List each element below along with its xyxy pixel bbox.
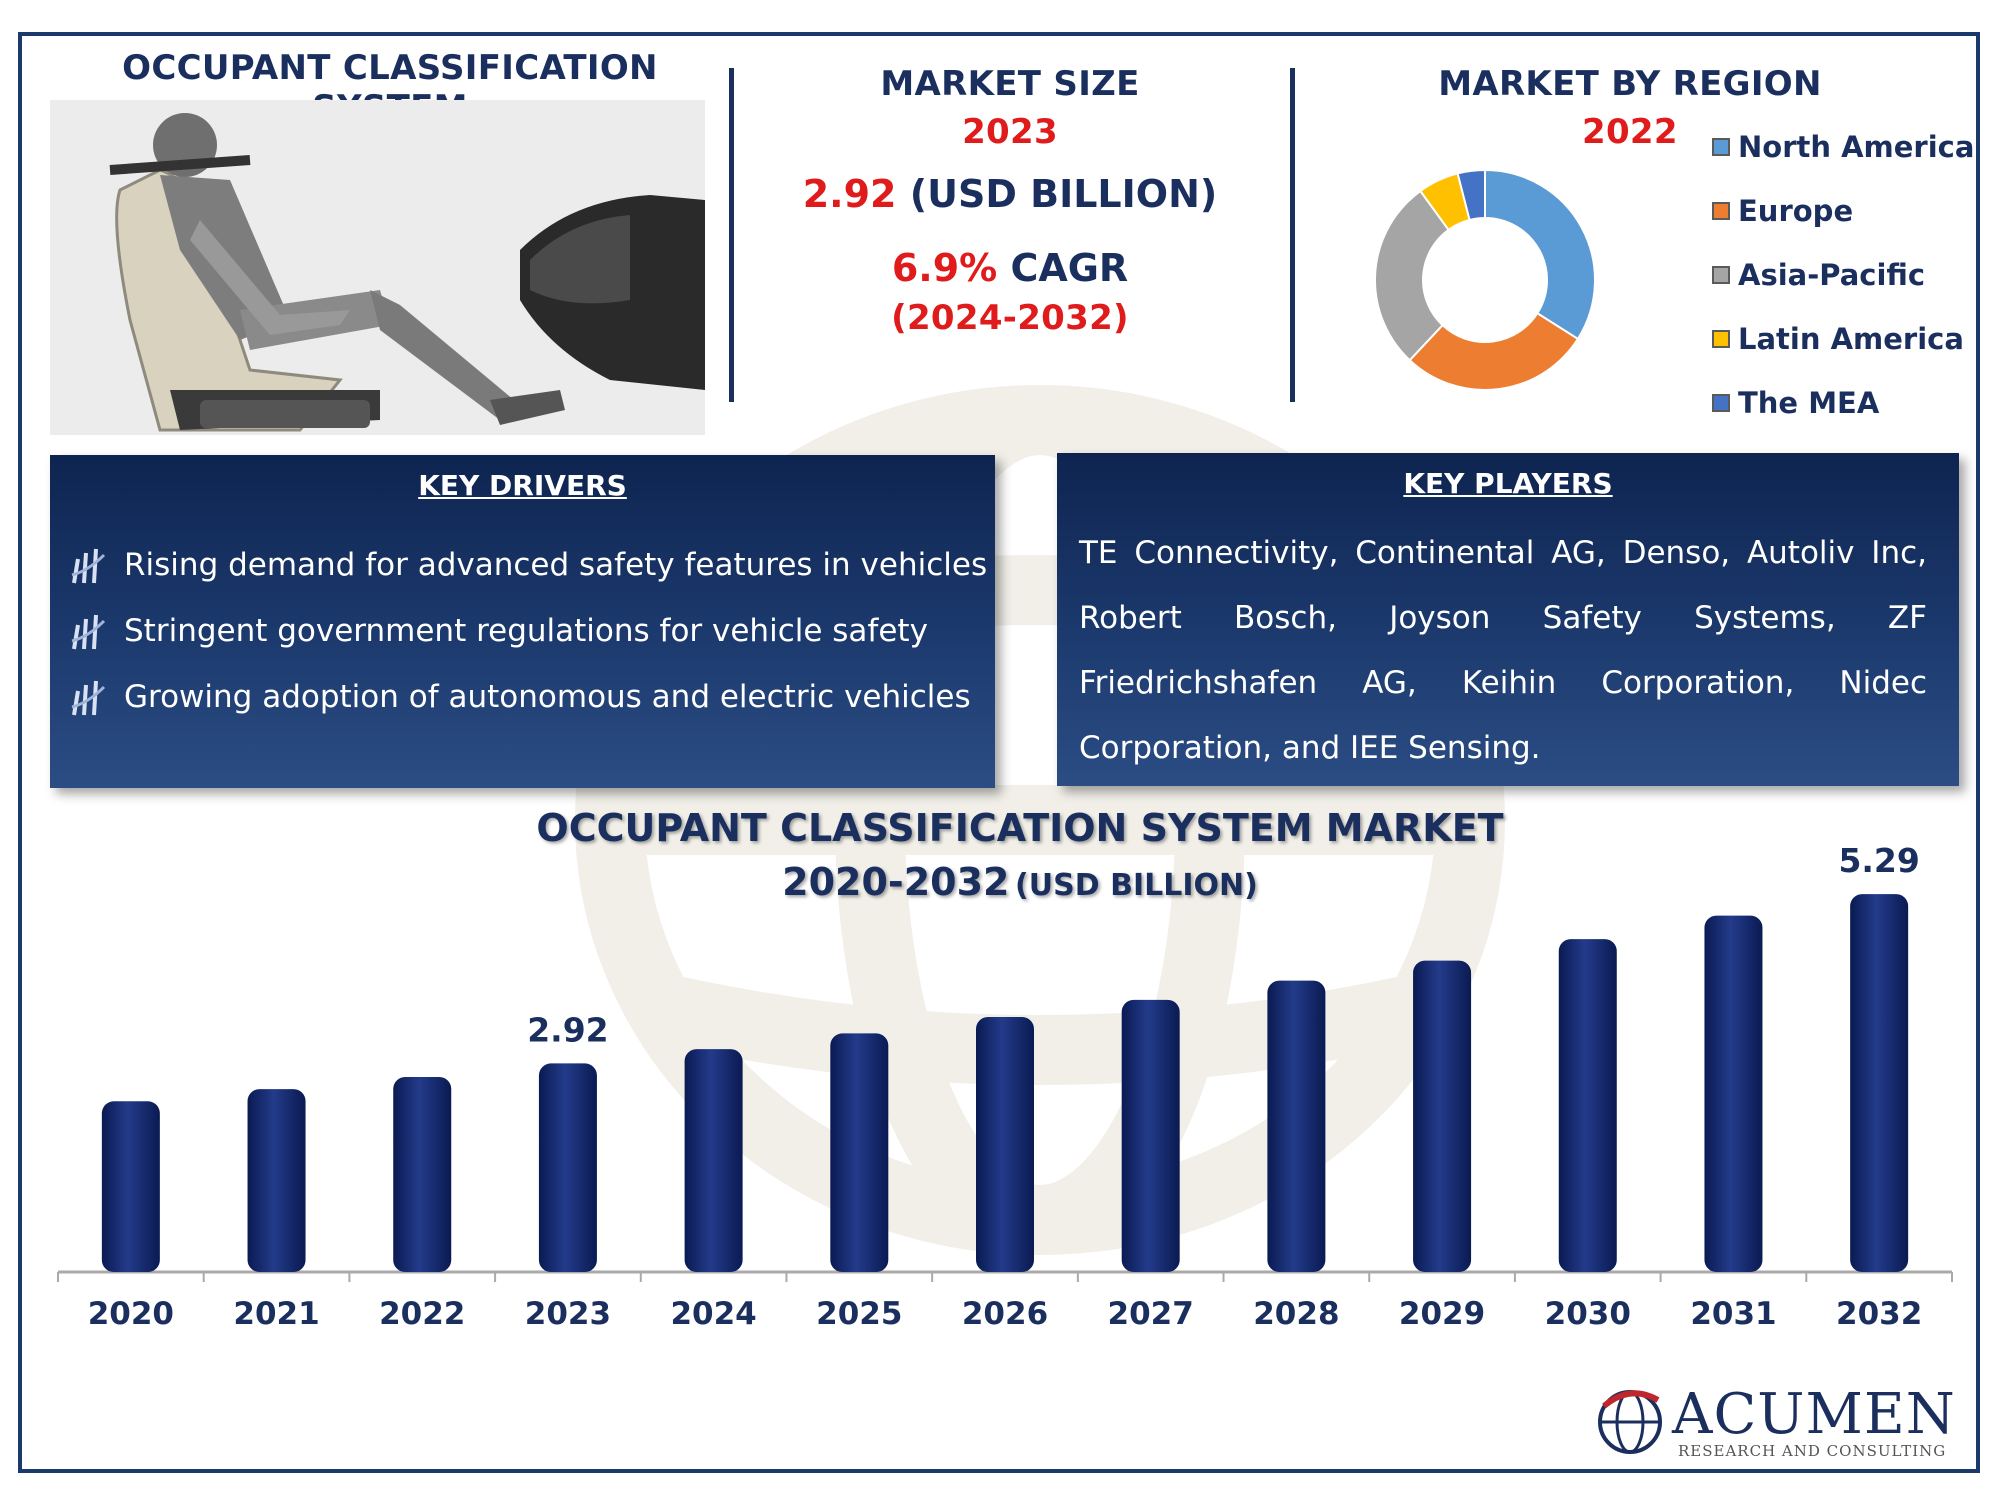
x-tick-label: 2030 (1545, 1296, 1631, 1332)
legend-item: Europe (1712, 194, 1853, 228)
bar-2031 (1704, 915, 1763, 1272)
bar-2020 (101, 1101, 160, 1272)
donut-slice-the-mea (1456, 168, 1486, 222)
donut-slice-asia-pacific (1374, 189, 1450, 362)
legend-item: Latin America (1712, 322, 1964, 356)
x-tick-label: 2026 (962, 1296, 1048, 1332)
acumen-logo-name: ACUMEN (1672, 1382, 1956, 1447)
x-tick-label: 2023 (525, 1296, 611, 1332)
legend-label: North America (1738, 130, 1975, 164)
bar-data-label: 2.92 (527, 1010, 608, 1049)
key-players-text: TE Connectivity, Continental AG, Denso, … (1079, 535, 1927, 766)
cagr-label: CAGR (1010, 246, 1129, 290)
legend-swatch (1712, 202, 1730, 220)
divider-right (1290, 68, 1295, 402)
bar-data-label: 5.29 (1838, 841, 1919, 880)
x-tick-label: 2031 (1690, 1296, 1776, 1332)
x-tick-label: 2027 (1108, 1296, 1194, 1332)
cagr-period: (2024-2032) (891, 298, 1129, 338)
driver-item: Rising demand for advanced safety featur… (70, 545, 987, 585)
bar-2022 (393, 1077, 452, 1272)
key-drivers-panel: KEY DRIVERS Rising demand for advanced s… (50, 455, 995, 788)
x-tick-label: 2021 (233, 1296, 319, 1332)
outer-frame (18, 32, 1980, 1473)
bar-2027 (1121, 999, 1180, 1272)
legend-swatch (1712, 330, 1730, 348)
bar-2025 (830, 1033, 889, 1272)
key-drivers-title: KEY DRIVERS (418, 469, 627, 502)
legend-item: Asia-Pacific (1712, 258, 1925, 292)
product-image (50, 100, 705, 435)
region-year: 2022 (1582, 112, 1678, 152)
donut-slice-europe (1408, 311, 1580, 391)
bar-2030 (1558, 939, 1617, 1272)
crash-dummy-illustration (109, 113, 705, 432)
driver-text: Rising demand for advanced safety featur… (124, 547, 988, 583)
market-bar-chart: 2020 2021 2022 2023 2024 2025 2026 2027 2028 2029… (57, 841, 1953, 1332)
bar-growth-icon (71, 614, 106, 650)
acumen-logo: ACUMEN RESEARCH AND CONSULTING (1590, 1380, 1955, 1460)
legend-swatch (1712, 394, 1730, 412)
market-size-year: 2023 (962, 112, 1058, 152)
market-size-title: MARKET SIZE (880, 64, 1140, 104)
bar-2026 (976, 1017, 1034, 1272)
legend-item: North America (1712, 130, 1974, 164)
region-donut-chart (1374, 168, 1596, 391)
key-players-panel: KEY PLAYERS TE Connectivity, Continental… (1057, 453, 1959, 786)
legend-label: Europe (1738, 194, 1854, 228)
acumen-globe-logo-icon (1598, 1390, 1662, 1454)
bar-2024 (684, 1049, 743, 1272)
acumen-logo-tagline: RESEARCH AND CONSULTING (1678, 1442, 1947, 1460)
bar-growth-icon (71, 680, 106, 716)
legend-label: Asia-Pacific (1738, 258, 1926, 292)
legend-swatch (1712, 266, 1730, 284)
x-tick-label: 2022 (379, 1296, 465, 1332)
chart-title-unit: (USD BILLION) (1015, 868, 1258, 903)
x-tick-label: 2025 (816, 1296, 902, 1332)
market-size-unit: (USD BILLION) (909, 172, 1218, 216)
donut-slice-north-america (1484, 168, 1596, 341)
legend-label: Latin America (1738, 322, 1964, 356)
market-size-value-line: 2.92 (USD BILLION) (740, 172, 1280, 216)
bar-2021 (247, 1089, 306, 1272)
bar-2028 (1267, 980, 1326, 1272)
bar-2023 (538, 1063, 597, 1272)
cagr-line: 6.9% CAGR (740, 246, 1280, 290)
x-tick-label: 2028 (1253, 1296, 1339, 1332)
chart-title-line2: 2020-2032 (USD BILLION) (480, 860, 1560, 904)
x-tick-label: 2029 (1399, 1296, 1485, 1332)
key-players-title: KEY PLAYERS (1403, 467, 1613, 500)
driver-item: Growing adoption of autonomous and elect… (70, 677, 971, 717)
driver-text: Stringent government regulations for veh… (124, 613, 928, 649)
bar-2032 (1850, 894, 1909, 1272)
chart-title-line1: OCCUPANT CLASSIFICATION SYSTEM MARKET (536, 806, 1504, 850)
x-tick-label: 2024 (670, 1296, 756, 1332)
legend-swatch (1712, 138, 1730, 156)
x-tick-label: 2032 (1836, 1296, 1922, 1332)
divider-left (729, 68, 734, 402)
bar-growth-icon (71, 548, 106, 584)
cagr-value: 6.9% (891, 246, 998, 290)
legend-item: The MEA (1712, 386, 1879, 420)
legend-label: The MEA (1738, 386, 1880, 420)
bar-2029 (1413, 960, 1472, 1272)
chart-title-period: 2020-2032 (782, 860, 1010, 904)
region-title: MARKET BY REGION (1438, 64, 1822, 104)
driver-item: Stringent government regulations for veh… (70, 611, 928, 651)
market-size-value: 2.92 (802, 172, 897, 216)
x-tick-label: 2020 (88, 1296, 174, 1332)
driver-text: Growing adoption of autonomous and elect… (124, 679, 971, 715)
